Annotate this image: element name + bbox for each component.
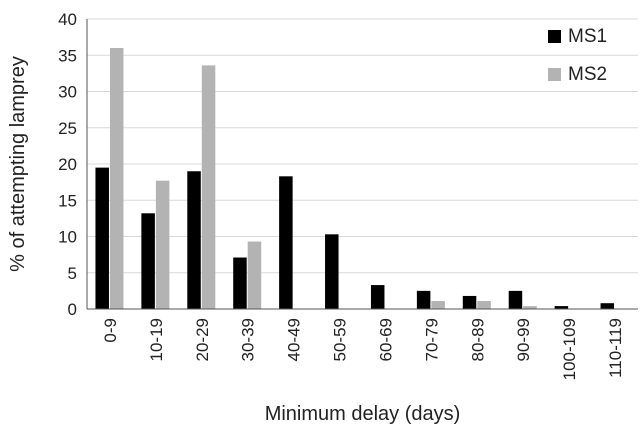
x-tick-label: 50-59 — [331, 318, 350, 361]
x-tick-label: 10-19 — [147, 318, 166, 361]
bar-ms2 — [477, 301, 491, 309]
y-tick-label: 40 — [58, 10, 77, 29]
legend-label-ms1: MS1 — [568, 26, 607, 47]
x-tick-label: 0-9 — [101, 318, 120, 343]
gridlines — [87, 18, 638, 274]
legend-label-ms2: MS2 — [568, 64, 607, 85]
legend: MS1 MS2 — [548, 26, 607, 85]
bar-ms2 — [431, 301, 445, 309]
x-tick-label: 40-49 — [285, 318, 304, 361]
y-tick-label: 30 — [58, 83, 77, 102]
bar-ms1 — [187, 171, 201, 309]
bar-ms2 — [201, 65, 216, 310]
y-axis-title: % of attempting lamprey — [7, 56, 29, 272]
bar-ms1 — [325, 234, 339, 309]
bar-ms2 — [109, 48, 124, 309]
x-tick-label: 90-99 — [514, 318, 533, 361]
y-tick-labels: 0 5 10 15 20 25 30 35 40 — [58, 10, 77, 319]
bar-ms2 — [247, 241, 262, 309]
x-axis-title: Minimum delay (days) — [265, 403, 461, 425]
bar-ms2 — [155, 180, 170, 309]
x-tick-label: 60-69 — [376, 318, 395, 361]
bar-ms1 — [233, 257, 247, 309]
x-tick-labels: 0-9 10-19 20-29 30-39 40-49 50-59 60-69 70-79 80… — [101, 318, 625, 380]
bar-ms1 — [95, 167, 109, 309]
x-tick-label: 70-79 — [422, 318, 441, 361]
x-tick-label: 20-29 — [193, 318, 212, 361]
bar-ms1 — [416, 290, 431, 309]
x-tick-label: 100-109 — [560, 318, 579, 380]
y-tick-label: 20 — [58, 155, 77, 174]
y-tick-label: 10 — [58, 228, 77, 247]
x-tick-label: 110-119 — [606, 318, 625, 378]
bars — [95, 48, 615, 310]
y-tick-label: 15 — [58, 191, 77, 210]
bar-ms1 — [279, 176, 293, 309]
y-tick-label: 5 — [68, 264, 77, 283]
bar-ms2 — [523, 306, 537, 309]
bar-ms1 — [370, 285, 385, 309]
x-tick-label: 30-39 — [239, 318, 258, 361]
bar-ms1 — [600, 303, 615, 309]
y-tick-label: 25 — [58, 119, 77, 138]
bar-ms1 — [508, 290, 523, 309]
bar-ms1 — [462, 295, 477, 309]
bar-ms1 — [554, 306, 569, 309]
legend-swatch-ms2 — [548, 68, 561, 81]
axes — [86, 19, 638, 310]
x-tick-label: 80-89 — [468, 318, 487, 361]
y-tick-label: 35 — [58, 46, 77, 65]
legend-swatch-ms1 — [548, 30, 561, 43]
bar-ms1 — [141, 213, 155, 309]
y-tick-label: 0 — [68, 300, 77, 319]
